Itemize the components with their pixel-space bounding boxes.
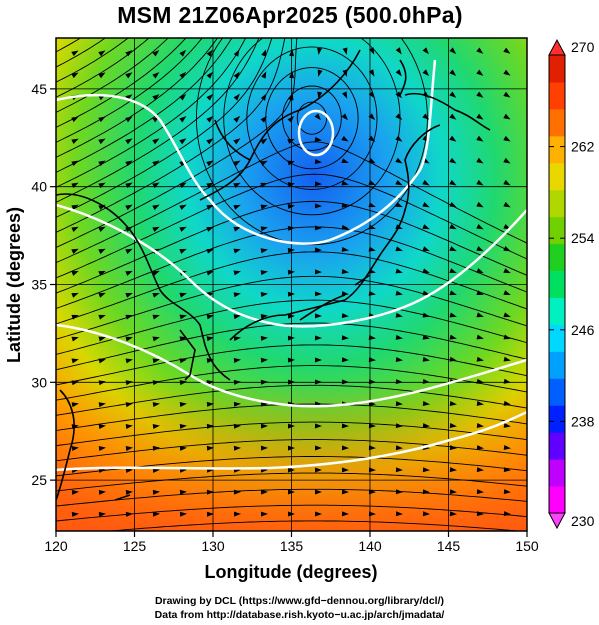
x-tick-label: 150 [515,538,539,554]
colorbar-max-arrow [548,38,566,56]
colorbar-min-arrow [548,512,566,530]
y-tick-label: 45 [31,81,47,97]
y-tick-label: 25 [31,472,47,488]
colorbar: 270 262 254 246 238 230 [548,38,595,530]
y-tick-label: 35 [31,277,47,293]
x-axis-ticks: 120 125 130 135 140 145 150 [44,531,539,554]
colorbar-tick-label: 262 [571,139,595,155]
y-axis-label: Latitude (degrees) [4,207,24,363]
colorbar-tick-label: 254 [571,230,595,246]
x-tick-label: 145 [437,538,461,554]
colorbar-tick-label: 270 [571,39,595,55]
colorbar-tick-label: 246 [571,322,595,338]
credits-line-2: Data from http://database.rish.kyoto−u.a… [154,609,445,621]
x-tick-label: 120 [44,538,68,554]
x-axis-label: Longitude (degrees) [204,562,377,582]
map-title: MSM 21Z06Apr2025 (500.0hPa) [117,2,463,28]
coastlines [56,49,491,501]
y-tick-label: 30 [31,374,47,390]
credits: Drawing by DCL (https://www.gfd−dennou.o… [0,594,599,622]
x-tick-label: 125 [123,538,147,554]
streamlines [56,38,527,531]
y-axis-ticks: 25 30 35 40 45 [31,81,56,488]
weather-map: 120 125 130 135 140 145 150 25 30 35 40 45 Longitu… [4,37,595,582]
x-tick-label: 135 [280,538,304,554]
contour-lines [56,59,527,472]
x-tick-label: 130 [201,538,225,554]
y-tick-label: 40 [31,179,47,195]
colorbar-tick-label: 230 [571,513,595,529]
colorbar-tick-label: 238 [571,413,595,429]
x-tick-label: 140 [358,538,382,554]
credits-line-1: Drawing by DCL (https://www.gfd−dennou.o… [154,595,445,607]
